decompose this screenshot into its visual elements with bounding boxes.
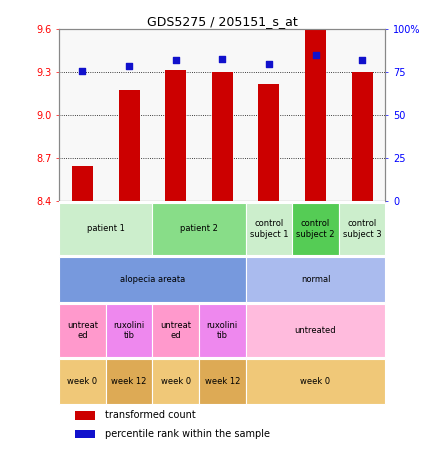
- Bar: [152, 359, 199, 404]
- Bar: [246, 359, 385, 404]
- Bar: [258, 84, 279, 202]
- Bar: [246, 304, 385, 357]
- Text: week 12: week 12: [205, 377, 240, 386]
- Point: [359, 57, 366, 64]
- Bar: [305, 29, 326, 202]
- Text: untreat
ed: untreat ed: [160, 321, 191, 340]
- Point: [172, 57, 179, 64]
- Point: [79, 67, 86, 74]
- Bar: [212, 72, 233, 202]
- Text: week 12: week 12: [111, 377, 147, 386]
- Text: ruxolini
tib: ruxolini tib: [113, 321, 145, 340]
- Point: [126, 62, 133, 69]
- Bar: [59, 257, 246, 302]
- Bar: [72, 166, 93, 202]
- Text: transformed count: transformed count: [105, 410, 195, 420]
- Text: normal: normal: [301, 275, 330, 284]
- Bar: [106, 304, 152, 357]
- Bar: [152, 202, 246, 255]
- Text: patient 1: patient 1: [87, 224, 125, 233]
- Text: patient 2: patient 2: [180, 224, 218, 233]
- Text: control
subject 2: control subject 2: [296, 219, 335, 239]
- Bar: [246, 202, 292, 255]
- Bar: [106, 359, 152, 404]
- Text: untreat
ed: untreat ed: [67, 321, 98, 340]
- Bar: [59, 304, 106, 357]
- Text: week 0: week 0: [67, 377, 98, 386]
- Text: control
subject 3: control subject 3: [343, 219, 381, 239]
- Bar: [352, 72, 373, 202]
- Bar: [59, 202, 152, 255]
- Text: percentile rank within the sample: percentile rank within the sample: [105, 429, 270, 439]
- Bar: [199, 359, 246, 404]
- Bar: [59, 359, 106, 404]
- Bar: [165, 70, 186, 202]
- Bar: [152, 304, 199, 357]
- Text: ruxolini
tib: ruxolini tib: [207, 321, 238, 340]
- Point: [265, 60, 272, 67]
- Text: alopecia areata: alopecia areata: [120, 275, 185, 284]
- Point: [312, 52, 319, 59]
- Text: week 0: week 0: [300, 377, 331, 386]
- Bar: [75, 430, 95, 439]
- Bar: [246, 257, 385, 302]
- Bar: [199, 304, 246, 357]
- Bar: [292, 202, 339, 255]
- Point: [219, 55, 226, 63]
- Bar: [75, 411, 95, 419]
- Title: GDS5275 / 205151_s_at: GDS5275 / 205151_s_at: [147, 15, 298, 28]
- Bar: [119, 90, 140, 202]
- Text: untreated: untreated: [295, 326, 336, 335]
- Text: week 0: week 0: [161, 377, 191, 386]
- Bar: [339, 202, 385, 255]
- Text: control
subject 1: control subject 1: [250, 219, 288, 239]
